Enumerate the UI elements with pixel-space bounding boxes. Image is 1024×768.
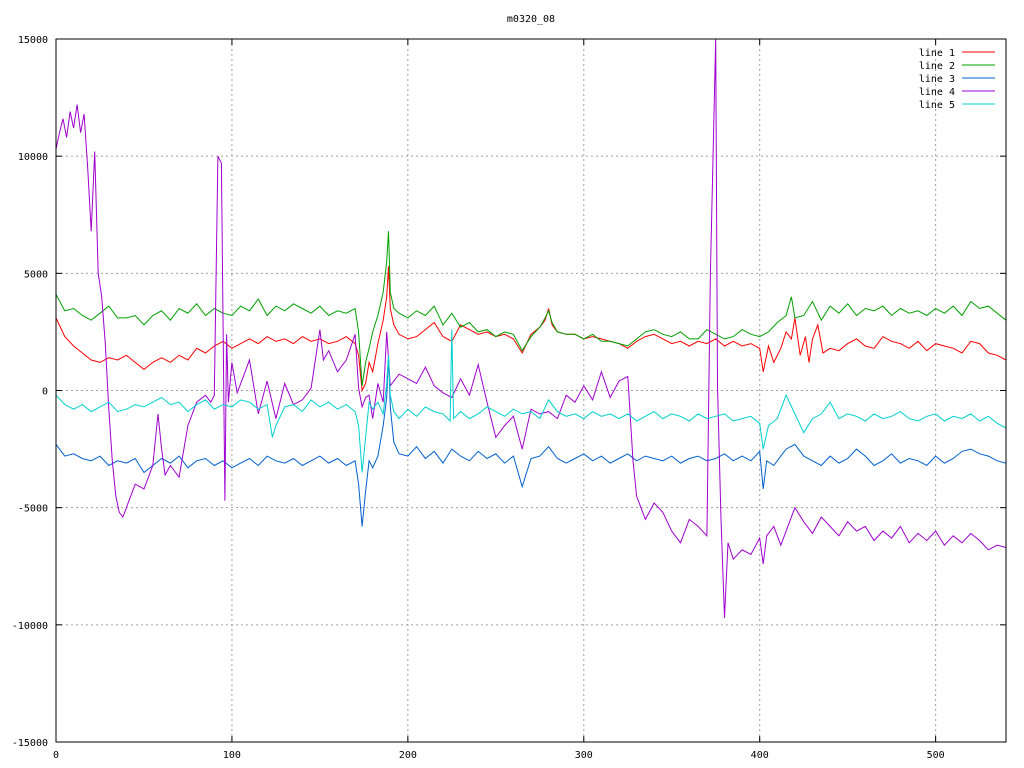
y-tick-label: 10000 [18,152,48,163]
legend-label: line 1 [919,48,955,59]
legend-label: line 4 [919,87,955,98]
x-tick-label: 500 [927,750,945,761]
series-lines [56,39,1006,618]
series-line-3 [56,355,1006,527]
series-line-4 [56,39,1006,618]
x-tick-label: 100 [223,750,241,761]
legend-label: line 5 [919,100,955,111]
y-tick-label: -10000 [12,621,48,632]
axis-ticks: 0 100 200 300 400 500 -15000 -10000 -5000 0 5000 10… [12,35,1006,761]
y-tick-label: 15000 [18,35,48,46]
series-line-5 [56,329,1006,473]
chart-title: m0320_08 [507,14,555,25]
x-tick-label: 400 [751,750,769,761]
x-tick-label: 200 [399,750,417,761]
y-tick-label: -15000 [12,738,48,749]
legend-label: line 3 [919,74,955,85]
grid [56,39,1006,742]
y-tick-label: -5000 [18,504,48,515]
legend: line 1 line 2 line 3 line 4 line 5 [919,48,995,111]
x-tick-label: 300 [575,750,593,761]
legend-label: line 2 [919,61,955,72]
y-tick-label: 5000 [24,269,48,280]
x-tick-label: 0 [53,750,59,761]
y-tick-label: 0 [42,387,48,398]
series-line-2 [56,231,1006,386]
series-line-1 [56,266,1006,393]
